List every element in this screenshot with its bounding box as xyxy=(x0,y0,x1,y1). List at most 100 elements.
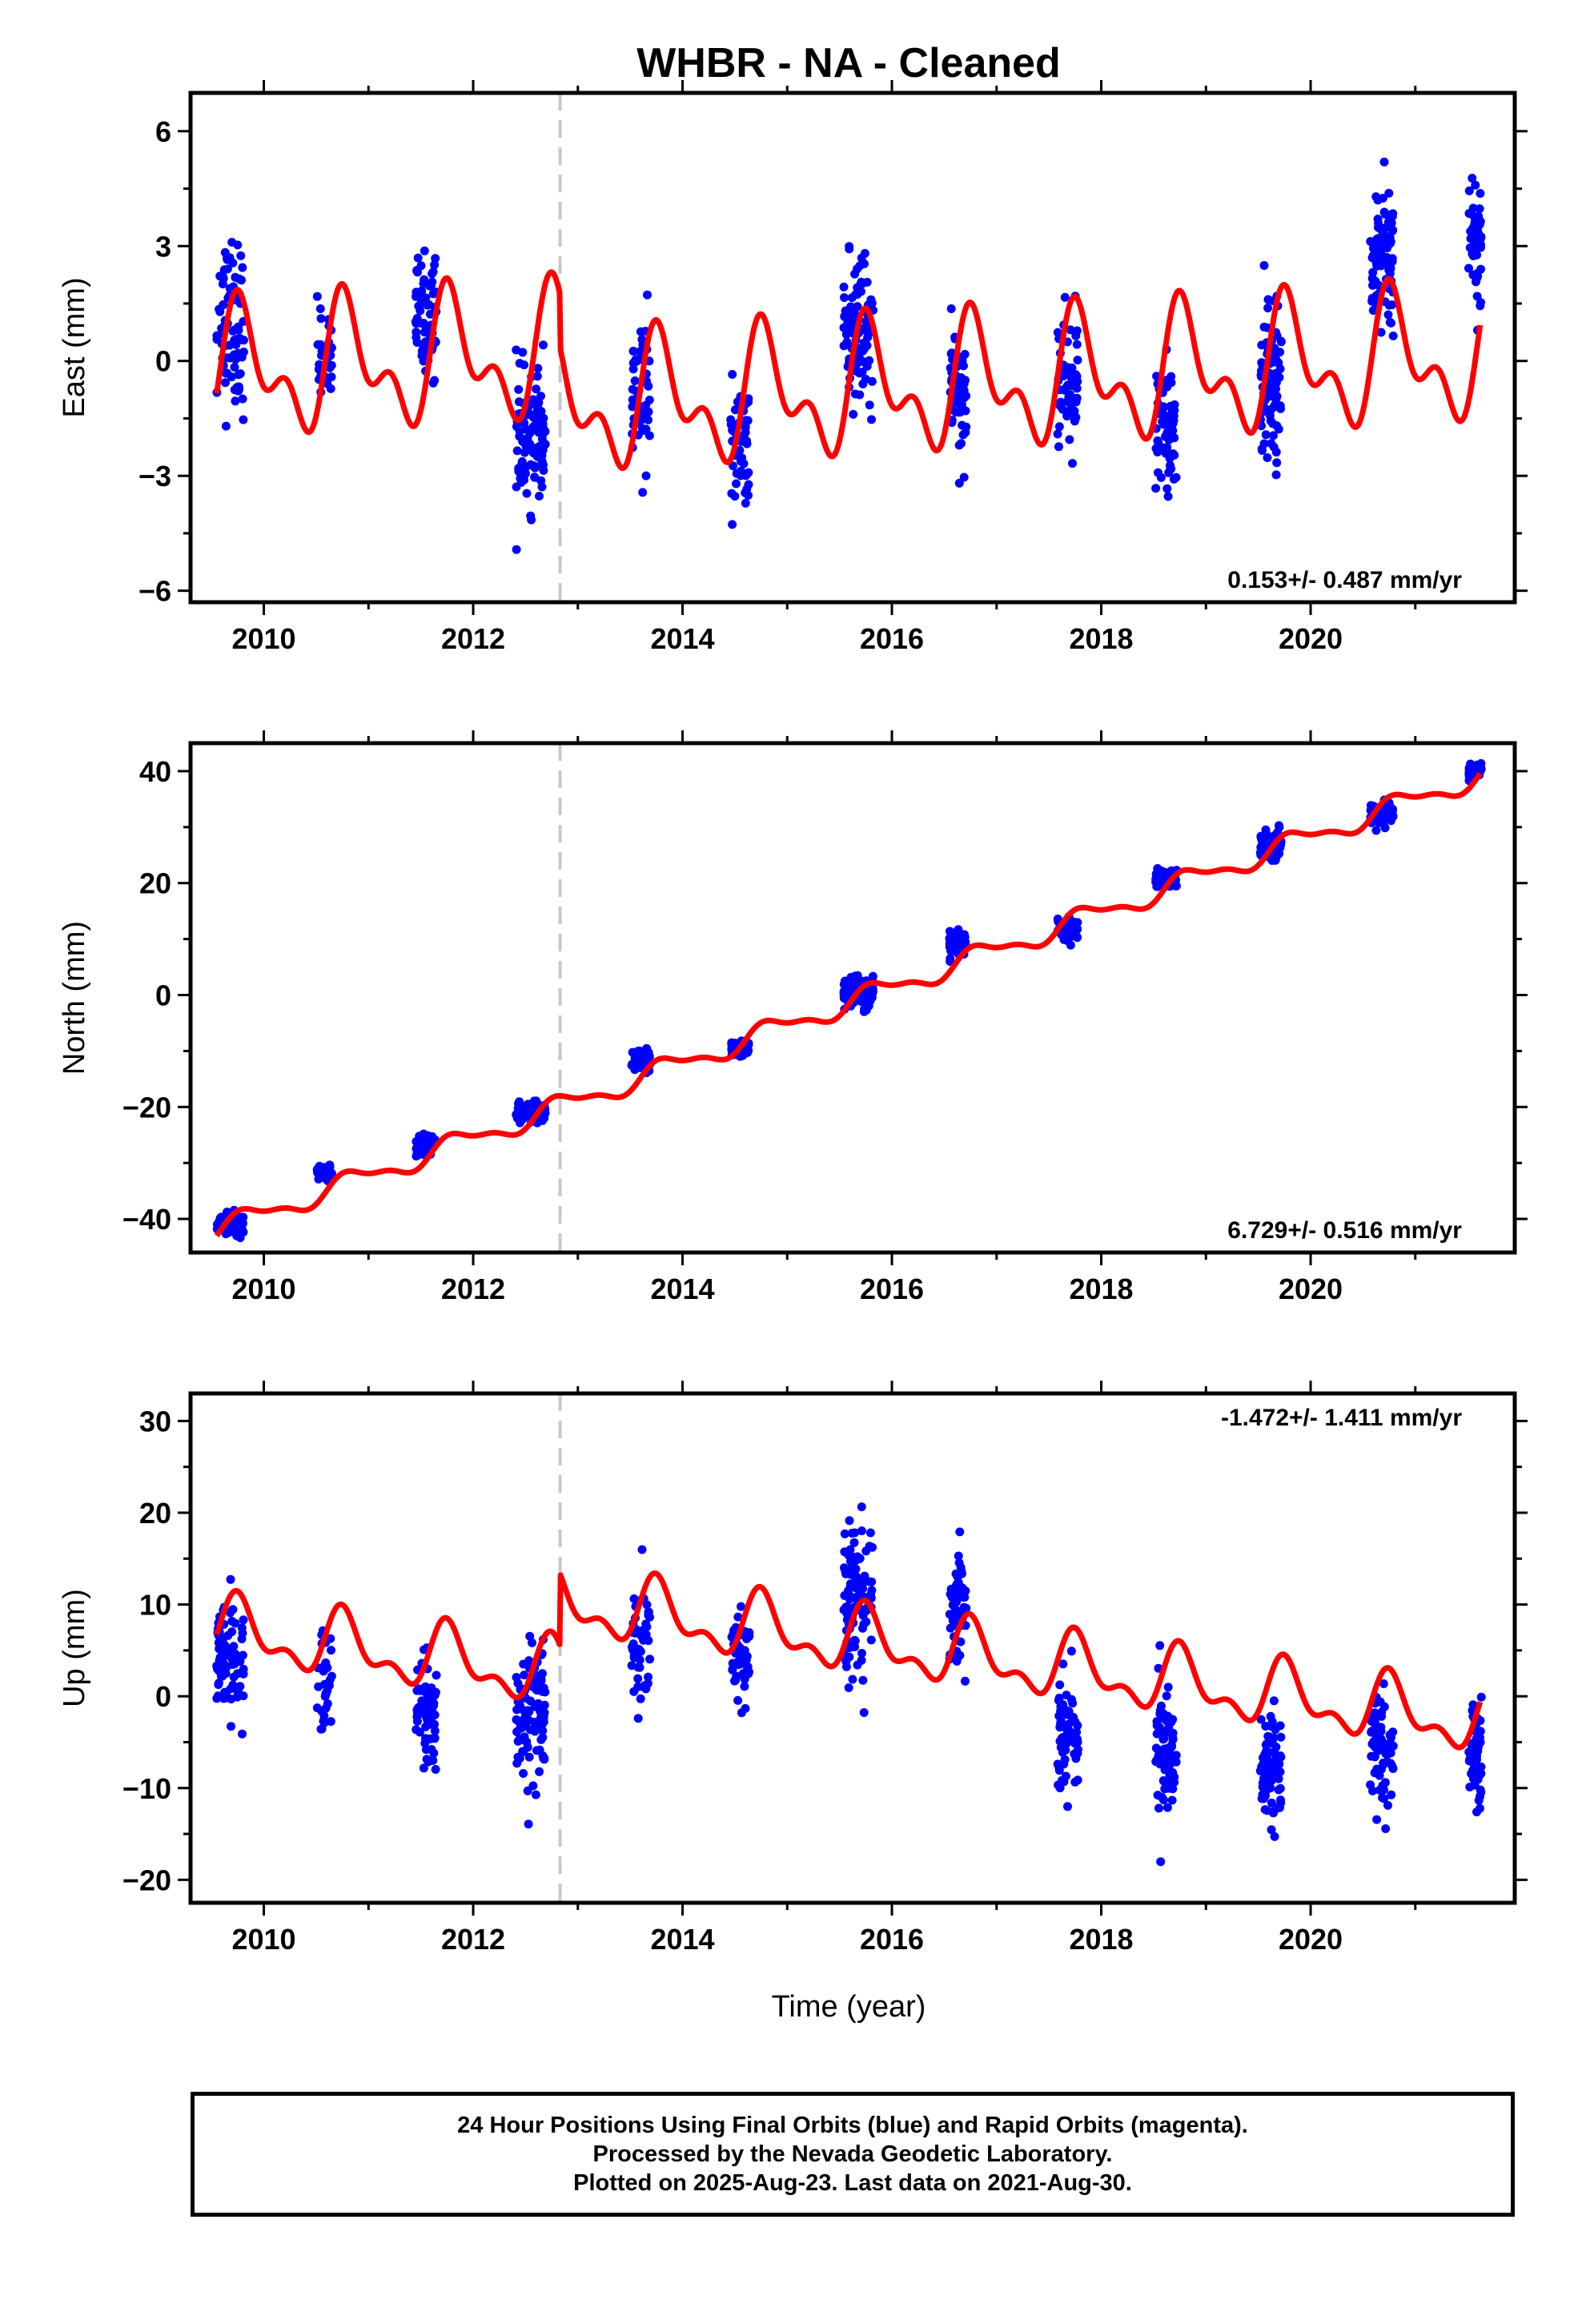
data-point xyxy=(513,1736,523,1746)
data-point xyxy=(226,1574,235,1584)
data-point xyxy=(1257,1794,1267,1803)
data-point xyxy=(849,409,858,419)
y-tick-label: −40 xyxy=(122,1203,171,1236)
data-point xyxy=(527,515,536,525)
data-point xyxy=(1266,406,1275,416)
data-point xyxy=(644,1636,653,1646)
data-point xyxy=(533,408,543,416)
x-tick-label: 2020 xyxy=(1279,1273,1343,1305)
data-point xyxy=(1272,1767,1282,1777)
data-point xyxy=(1388,225,1398,235)
data-point xyxy=(1367,1751,1376,1761)
x-tick-label: 2010 xyxy=(231,622,295,655)
data-point xyxy=(419,1763,428,1773)
data-point xyxy=(221,421,231,431)
data-point xyxy=(1170,400,1179,409)
data-point xyxy=(533,364,543,373)
data-point xyxy=(1058,1733,1066,1743)
y-tick-label: −20 xyxy=(122,1091,171,1124)
data-point xyxy=(644,415,652,424)
data-point xyxy=(1155,1706,1165,1715)
data-point xyxy=(740,1682,749,1691)
data-point xyxy=(1269,850,1278,860)
data-point xyxy=(1374,246,1383,255)
data-point xyxy=(839,282,849,292)
data-point xyxy=(954,478,964,488)
data-point xyxy=(538,1726,548,1735)
data-point xyxy=(1272,458,1282,468)
data-point xyxy=(420,1141,429,1151)
data-point xyxy=(638,1626,648,1635)
data-point xyxy=(540,1108,550,1118)
data-point xyxy=(740,1674,749,1683)
data-point xyxy=(1372,1764,1382,1774)
data-point xyxy=(532,372,542,381)
data-point xyxy=(1071,397,1081,407)
data-point xyxy=(1267,1825,1276,1835)
data-point xyxy=(1067,1715,1077,1724)
data-point xyxy=(841,330,851,340)
data-point xyxy=(430,1733,440,1743)
data-point xyxy=(1276,404,1285,413)
panel-north: 2010 2012 2014 2016 2018 2020 −40 −20 0 20 40 North… xyxy=(58,730,1528,1305)
data-point xyxy=(412,328,421,337)
data-point xyxy=(846,302,856,312)
y-tick-label: 0 xyxy=(155,1680,171,1713)
data-point xyxy=(741,498,750,508)
data-point xyxy=(641,471,651,480)
data-point xyxy=(1379,207,1389,217)
data-point xyxy=(737,1652,746,1662)
data-point xyxy=(419,279,428,288)
data-point xyxy=(1379,812,1389,821)
data-point xyxy=(1368,274,1377,283)
data-point xyxy=(742,1634,752,1643)
data-point xyxy=(531,1684,540,1694)
data-point xyxy=(238,1628,247,1638)
data-point xyxy=(238,1729,247,1739)
data-point xyxy=(424,300,434,309)
data-point xyxy=(740,1646,749,1655)
data-point xyxy=(861,1546,871,1556)
data-point xyxy=(732,468,741,478)
data-point xyxy=(630,1052,640,1062)
data-point xyxy=(1472,277,1480,287)
panel-east: 2010 2012 2014 2016 2018 2020 −6 −3 0 3 6 East (mm)… xyxy=(58,80,1528,655)
data-point xyxy=(1378,194,1387,203)
data-point xyxy=(239,1615,248,1625)
data-point xyxy=(412,1725,421,1735)
data-point xyxy=(860,1004,869,1014)
data-point xyxy=(629,1687,639,1696)
data-point xyxy=(866,1635,876,1645)
data-point xyxy=(522,1737,532,1747)
data-point xyxy=(1269,1696,1279,1706)
data-point xyxy=(1372,1815,1382,1824)
data-point xyxy=(1387,1790,1396,1799)
data-point xyxy=(1379,1679,1388,1688)
data-point xyxy=(845,242,854,251)
data-point xyxy=(425,1132,435,1142)
data-point xyxy=(635,1046,644,1055)
data-point xyxy=(221,378,230,388)
data-point xyxy=(1158,402,1168,412)
x-tick-label: 2010 xyxy=(231,1273,295,1305)
data-point xyxy=(537,482,547,492)
data-point xyxy=(1465,1755,1474,1765)
data-point xyxy=(1476,232,1486,242)
data-point xyxy=(1373,215,1383,223)
data-point xyxy=(227,1627,237,1637)
data-point xyxy=(840,1563,849,1573)
data-point xyxy=(962,391,971,400)
data-point xyxy=(1376,328,1386,337)
data-point xyxy=(1476,1692,1486,1702)
data-point xyxy=(231,272,240,282)
data-point xyxy=(1268,419,1278,428)
data-point xyxy=(430,260,440,270)
figure-title: WHBR - NA - Cleaned xyxy=(636,40,1061,86)
data-point xyxy=(217,1638,227,1647)
data-point xyxy=(1384,265,1394,275)
data-point xyxy=(227,1722,235,1731)
data-point xyxy=(1275,821,1283,830)
data-point xyxy=(1378,1781,1387,1791)
data-point xyxy=(958,430,968,440)
data-point xyxy=(520,1671,529,1680)
